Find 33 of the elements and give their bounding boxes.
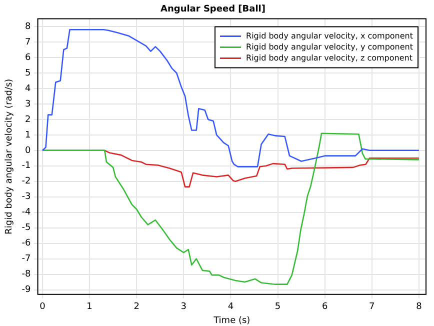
x-tick-label: 4: [228, 302, 234, 312]
x-tick-label: 3: [180, 302, 187, 312]
legend-label: Rigid body angular velocity, y component: [246, 42, 414, 52]
y-tick-label: 0: [25, 146, 32, 156]
y-tick-label: 2: [25, 114, 31, 125]
y-tick-label: 5: [25, 68, 31, 78]
y-tick-label: -5: [22, 223, 31, 234]
x-tick-label: 1: [86, 302, 92, 312]
x-tick-label: 8: [416, 302, 422, 312]
y-tick-label: -9: [22, 285, 32, 296]
x-tick-label: 2: [134, 302, 140, 312]
y-tick-label: 8: [25, 22, 32, 32]
y-tick-label: -1: [22, 161, 31, 172]
y-tick-label: 1: [25, 130, 31, 140]
x-axis-title: Time (s): [212, 316, 250, 326]
legend-label: Rigid body angular velocity, x component: [246, 31, 414, 40]
x-tick-label: 6: [322, 302, 328, 312]
x-tick-label: 5: [274, 302, 281, 312]
y-axis-title: Rigid body angular velocity (rad/s): [4, 78, 15, 234]
y-tick-label: 6: [25, 52, 32, 63]
legend-label: Rigid body angular velocity, z component: [246, 53, 412, 62]
x-tick-label: 0: [40, 302, 46, 312]
y-tick-label: -7: [22, 254, 31, 264]
chart-title: Angular Speed [Ball]: [160, 4, 266, 15]
y-tick-label: 4: [25, 84, 32, 94]
y-tick-label: -4: [22, 208, 32, 218]
y-tick-label: -6: [22, 238, 32, 249]
y-tick-label: -3: [22, 192, 31, 202]
y-tick-label: 3: [25, 99, 31, 110]
y-tick-label: -8: [22, 270, 32, 280]
x-tick-label: 7: [369, 302, 375, 312]
y-tick-label: 7: [25, 37, 31, 48]
y-tick-label: -2: [22, 176, 31, 187]
